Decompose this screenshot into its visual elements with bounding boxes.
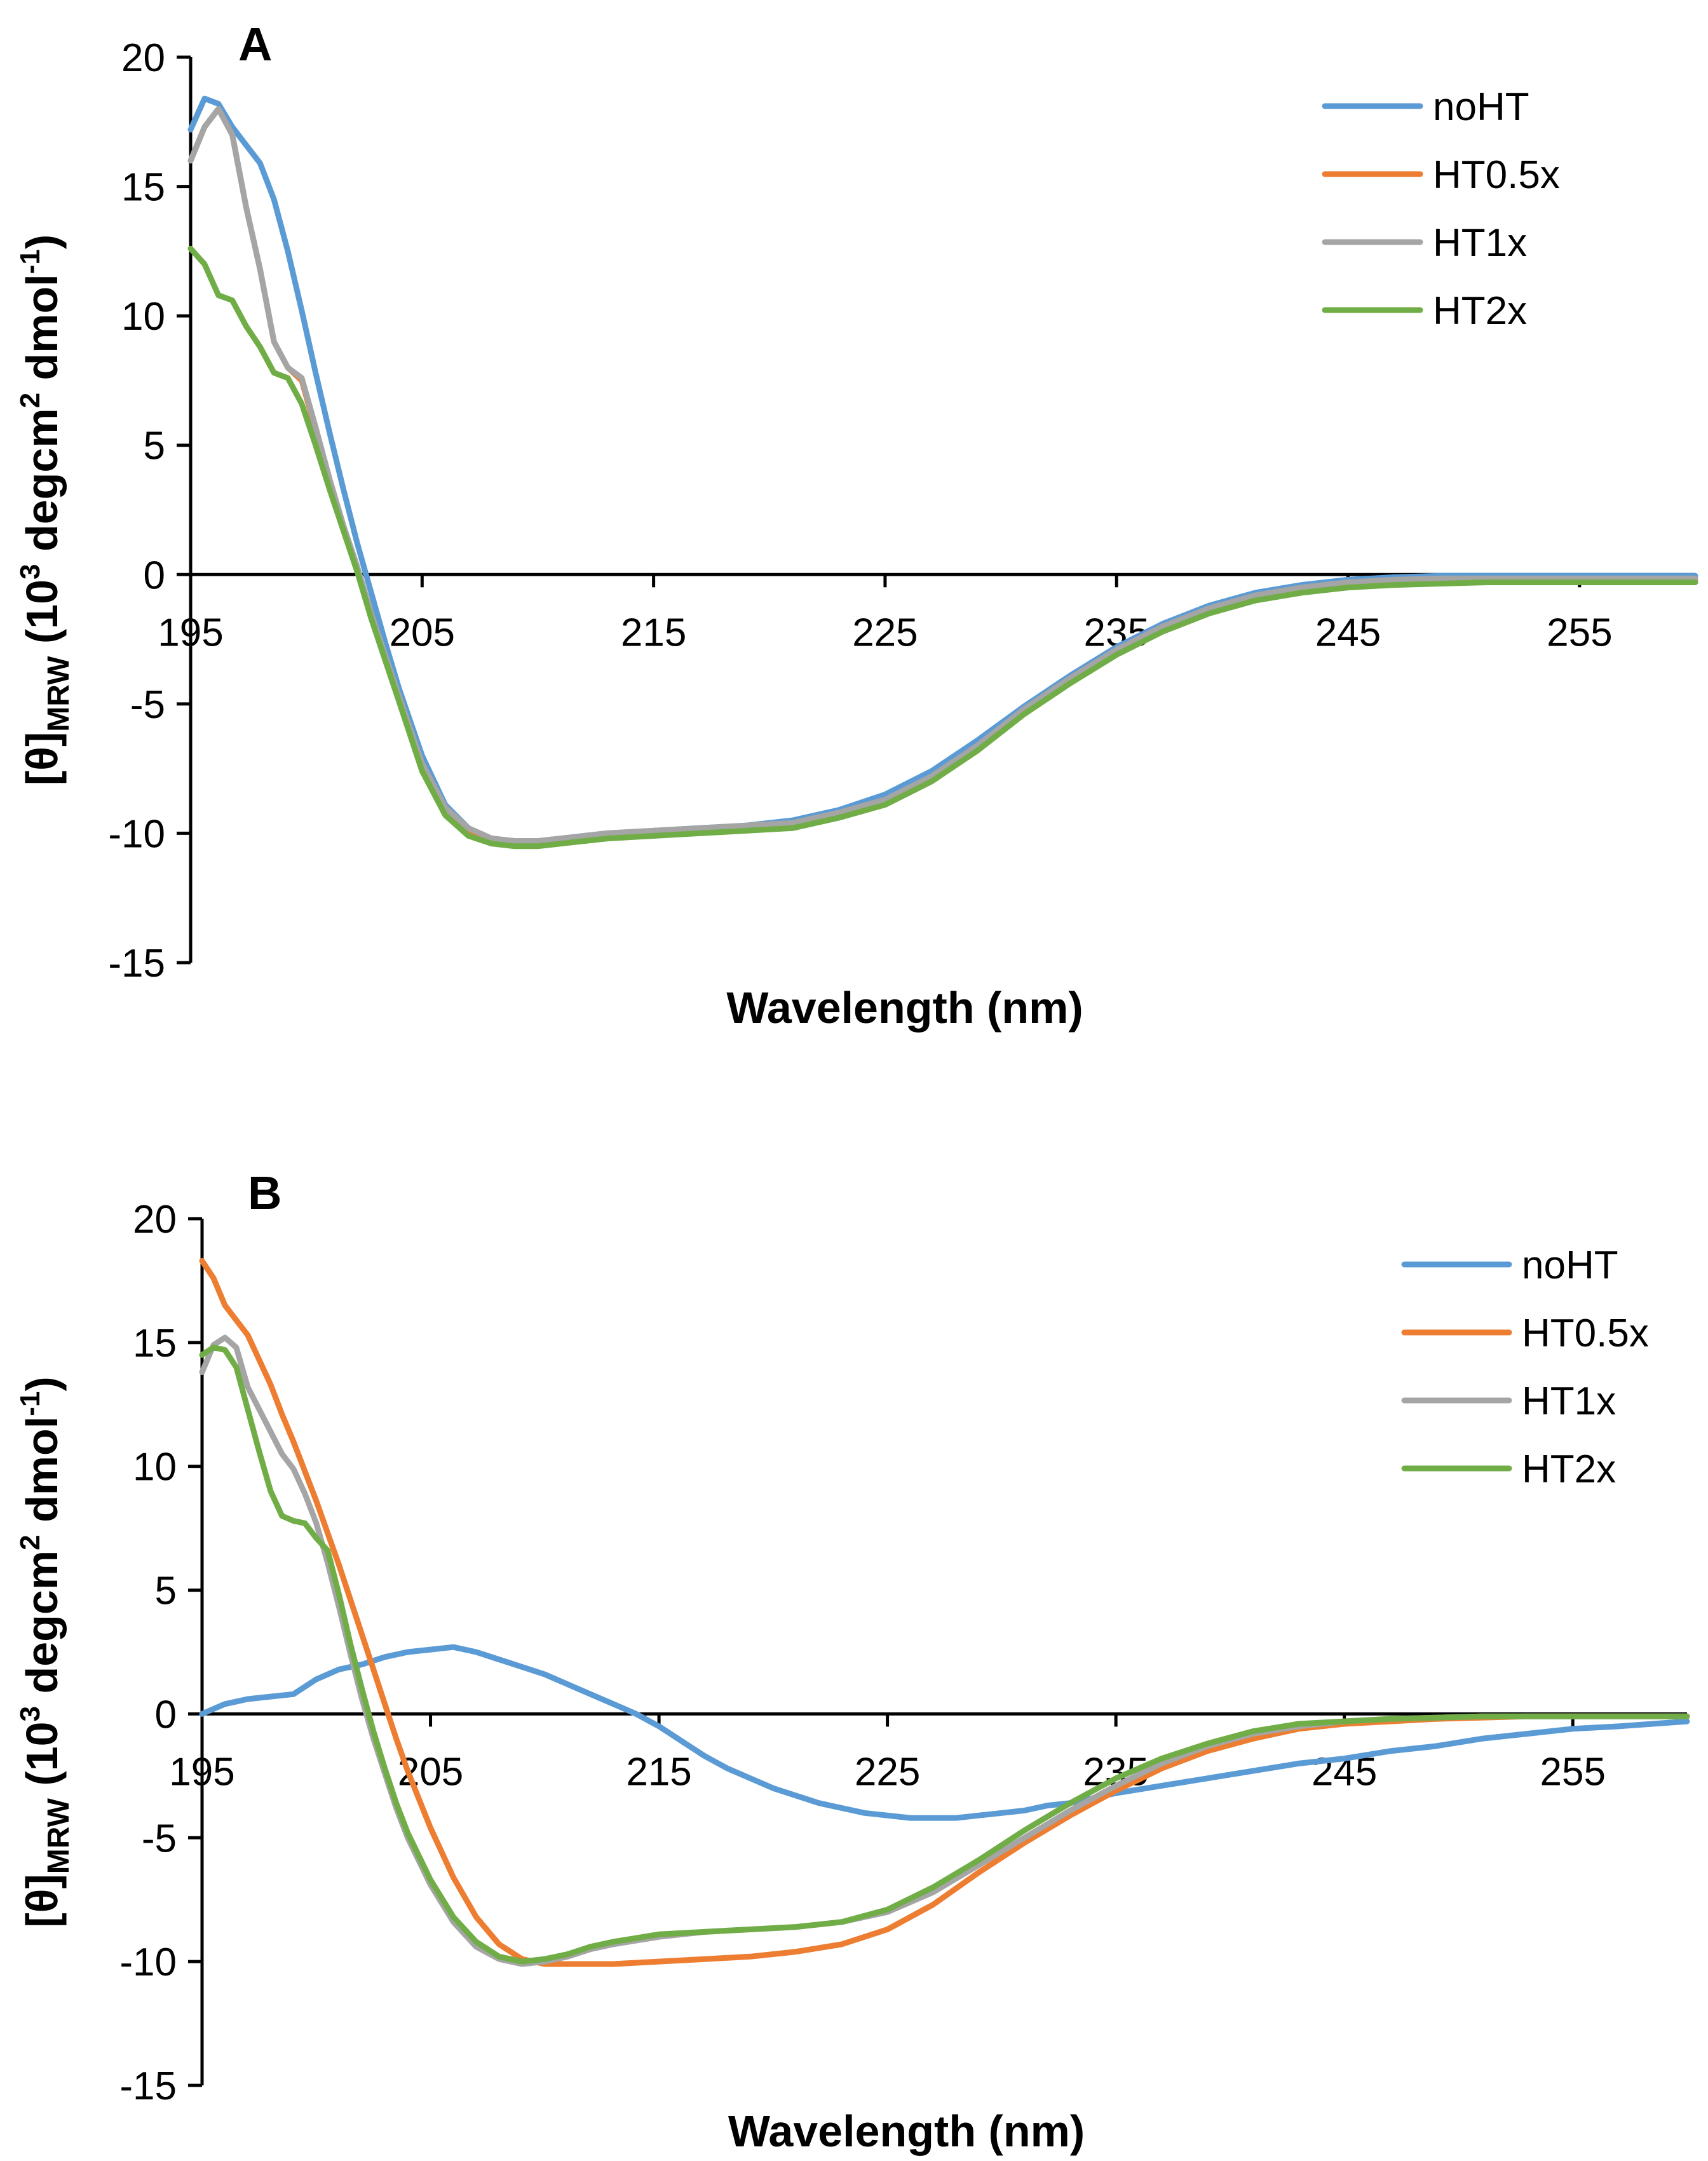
y-axis-title-part: degcm — [17, 408, 67, 564]
y-axis-title-part: dmol — [17, 274, 67, 393]
x-tick-label: 195 — [158, 611, 223, 654]
x-tick-label: 205 — [390, 611, 455, 654]
legend-label: HT1x — [1433, 221, 1527, 265]
x-tick-label: 215 — [626, 1750, 691, 1794]
x-axis-title: Wavelength (nm) — [726, 983, 1083, 1033]
y-tick-label: 5 — [155, 1569, 177, 1613]
x-tick-label: 215 — [621, 611, 686, 654]
y-tick-label: 5 — [144, 424, 165, 468]
legend: noHT HT0.5x HT1x HT2x — [1322, 85, 1560, 333]
y-tick-label: -5 — [130, 683, 165, 727]
y-tick-label: 20 — [133, 1198, 177, 1242]
series-line-ht1x — [187, 105, 1698, 844]
legend-label: HT0.5x — [1433, 153, 1560, 197]
y-axis-title-part: 3 — [15, 564, 46, 579]
y-axis-title-part: [θ] — [17, 732, 67, 785]
x-tick-label: 195 — [169, 1750, 234, 1794]
y-axis-title-part: MRW — [42, 656, 76, 732]
y-tick-label: 15 — [121, 166, 165, 210]
series-line-noht — [199, 1644, 1690, 1821]
legend-label: HT1x — [1522, 1379, 1616, 1423]
y-axis-title-part: 2 — [15, 1534, 46, 1550]
y-axis-title-part: degcm — [17, 1550, 67, 1706]
y-tick-label: -10 — [119, 1941, 177, 1984]
series-line-ht2x — [199, 1345, 1690, 1965]
y-axis-title-part: (10 — [17, 579, 67, 656]
y-axis-title-part: -1 — [15, 249, 46, 274]
y-axis-title-part: dmol — [17, 1416, 67, 1535]
y-axis-title-part: -1 — [15, 1392, 46, 1416]
y-tick-label: 15 — [133, 1322, 177, 1365]
legend-label: noHT — [1522, 1243, 1618, 1287]
x-tick-label: 225 — [852, 611, 918, 654]
panel-label: B — [248, 1167, 281, 1219]
y-tick-label: 10 — [121, 295, 165, 339]
x-tick-label: 255 — [1547, 611, 1612, 654]
y-axis-title-part: [θ] — [17, 1874, 67, 1927]
series-line-ht2x — [187, 245, 1698, 850]
x-tick-label: 255 — [1540, 1750, 1606, 1794]
y-tick-label: 0 — [155, 1693, 177, 1737]
y-axis-title-part: ) — [17, 234, 67, 249]
y-axis-title-part: 2 — [15, 393, 46, 408]
y-tick-label: -10 — [108, 812, 165, 856]
legend-label: HT0.5x — [1522, 1311, 1649, 1355]
y-axis-title-part: 3 — [15, 1706, 46, 1721]
y-tick-label: -15 — [108, 942, 165, 986]
y-axis-title: [θ]MRW (103 degcm2 dmol-1) — [15, 234, 76, 785]
legend: noHT HT0.5x HT1x HT2x — [1401, 1243, 1649, 1491]
y-axis-title-part: (10 — [17, 1721, 67, 1798]
y-tick-label: -15 — [119, 2064, 177, 2108]
y-tick-label: 10 — [133, 1446, 177, 1489]
legend-label: HT2x — [1433, 289, 1527, 333]
legend-label: HT2x — [1522, 1447, 1616, 1491]
x-axis-title: Wavelength (nm) — [728, 2106, 1085, 2156]
panel-label: A — [238, 18, 272, 71]
series-line-noht — [187, 95, 1698, 844]
y-axis-title-part: ) — [17, 1376, 67, 1391]
y-axis-title-part: MRW — [42, 1798, 76, 1874]
y-axis-title: [θ]MRW (103 degcm2 dmol-1) — [15, 1376, 76, 1927]
y-tick-label: -5 — [142, 1817, 177, 1860]
y-tick-label: 20 — [121, 36, 165, 80]
y-tick-label: 0 — [144, 553, 165, 597]
legend-label: noHT — [1433, 85, 1529, 129]
x-tick-label: 245 — [1315, 611, 1381, 654]
x-tick-label: 225 — [855, 1750, 920, 1794]
series-line-ht05x — [199, 1257, 1690, 1967]
